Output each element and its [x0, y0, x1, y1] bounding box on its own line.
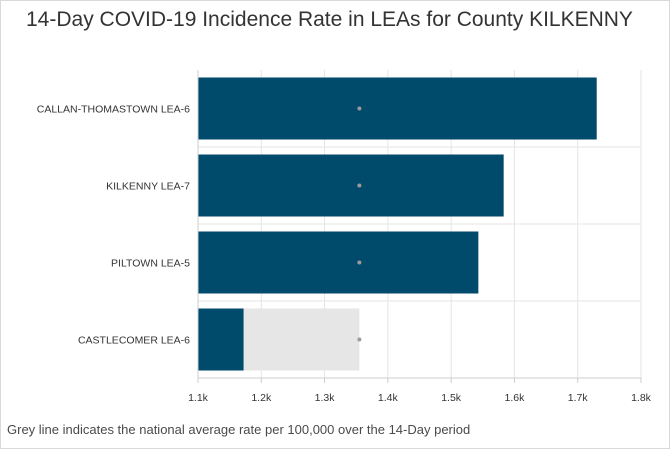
category-label: CASTLECOMER LEA-6: [78, 335, 190, 347]
category-label: CALLAN-THOMASTOWN LEA-6: [37, 104, 190, 116]
data-bar: [198, 77, 597, 140]
x-tick-label: 1.2k: [251, 392, 272, 404]
data-bar: [198, 308, 244, 371]
x-tick-label: 1.6k: [504, 392, 525, 404]
x-tick-label: 1.4k: [378, 392, 399, 404]
data-bar: [198, 154, 504, 217]
national-average-marker: [357, 337, 362, 342]
x-tick-label: 1.3k: [315, 392, 336, 404]
x-tick-label: 1.7k: [568, 392, 589, 404]
x-tick-label: 1.5k: [441, 392, 462, 404]
chart-title: 14-Day COVID-19 Incidence Rate in LEAs f…: [26, 8, 633, 31]
national-average-marker: [357, 260, 362, 265]
national-average-marker: [357, 106, 362, 111]
data-bar: [198, 231, 479, 294]
chart-footnote: Grey line indicates the national average…: [7, 422, 471, 437]
x-tick-label: 1.8k: [631, 392, 652, 404]
category-label: KILKENNY LEA-7: [106, 181, 190, 193]
x-tick-label: 1.1k: [188, 392, 209, 404]
national-average-marker: [357, 183, 362, 188]
category-label: PILTOWN LEA-5: [111, 258, 190, 270]
